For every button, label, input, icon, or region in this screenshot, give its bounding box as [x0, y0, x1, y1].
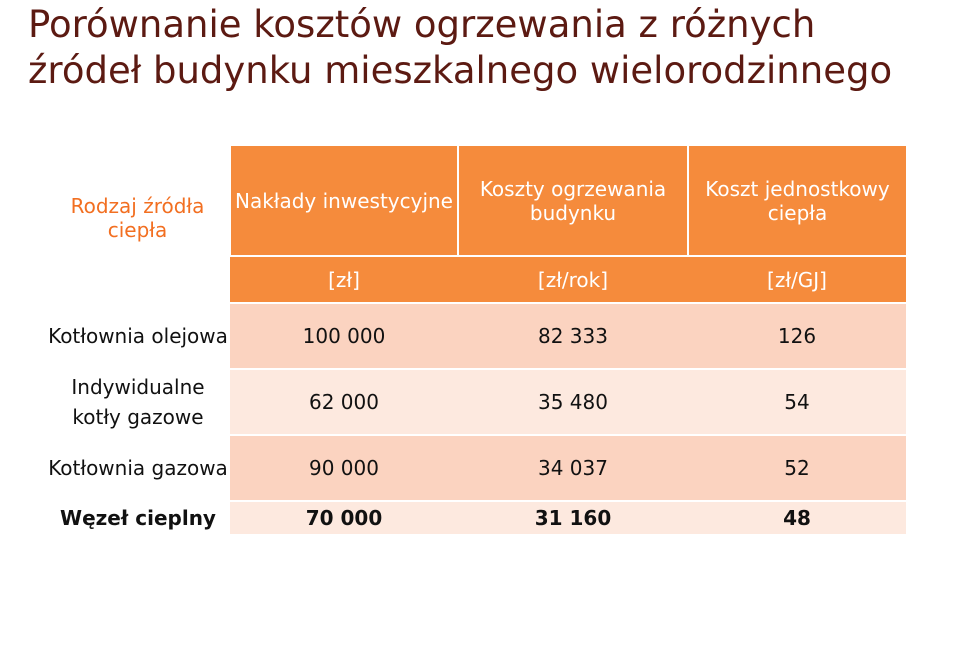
row-unit-cost: 54: [688, 368, 906, 435]
unit-investment: [zł]: [230, 255, 458, 303]
table-row: Węzeł cieplny 70 000 31 160 48: [46, 500, 906, 534]
unit-heating-costs: [zł/rok]: [458, 255, 688, 303]
row-heating-costs: 34 037: [458, 434, 688, 501]
table-row: Kotłownia olejowa 100 000 82 333 126: [46, 302, 906, 369]
row-unit-cost: 52: [688, 434, 906, 501]
table-units-row: [zł] [zł/rok] [zł/GJ]: [46, 255, 906, 303]
table-header-row: Rodzaj źródła ciepła Nakłady inwestycyjn…: [46, 146, 906, 303]
header-source: Rodzaj źródła ciepła: [46, 146, 230, 303]
row-unit-cost: 48: [688, 500, 906, 534]
row-heating-costs: 31 160: [458, 500, 688, 534]
row-source: Kotłownia gazowa: [46, 434, 230, 501]
row-source: Kotłownia olejowa: [46, 302, 230, 369]
page-title: Porównanie kosztów ogrzewania z różnych …: [28, 2, 948, 94]
header-unit-cost: Koszt jednostkowy ciepła: [687, 146, 906, 257]
row-investment: 62 000: [230, 368, 458, 435]
header-heating-costs: Koszty ogrzewania budynku: [457, 146, 688, 257]
row-investment: 90 000: [230, 434, 458, 501]
row-investment: 100 000: [230, 302, 458, 369]
row-source: Węzeł cieplny: [46, 500, 230, 534]
unit-unit-cost: [zł/GJ]: [688, 255, 906, 303]
cost-comparison-table: Rodzaj źródła ciepła Nakłady inwestycyjn…: [46, 146, 906, 534]
table-row: Kotłownia gazowa 90 000 34 037 52: [46, 434, 906, 501]
header-investment: Nakłady inwestycyjne: [229, 146, 458, 257]
row-heating-costs: 35 480: [458, 368, 688, 435]
row-investment: 70 000: [230, 500, 458, 534]
row-heating-costs: 82 333: [458, 302, 688, 369]
title-line-1: Porównanie kosztów ogrzewania z różnych: [28, 3, 816, 46]
row-source: Indywidualne kotły gazowe: [46, 368, 230, 435]
row-unit-cost: 126: [688, 302, 906, 369]
table-row: Indywidualne kotły gazowe 62 000 35 480 …: [46, 368, 906, 435]
title-line-2: źródeł budynku mieszkalnego wielorodzinn…: [28, 49, 893, 92]
